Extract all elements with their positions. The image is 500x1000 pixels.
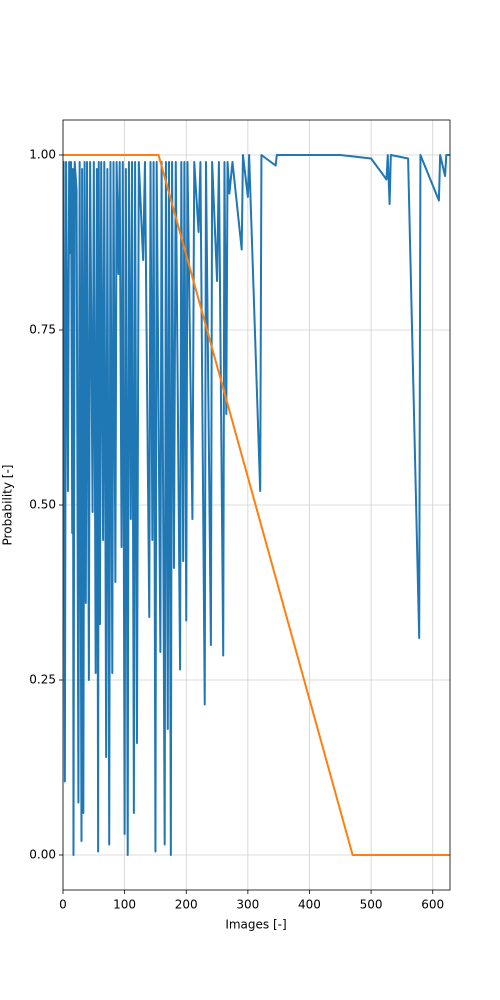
x-tick-label: 200 <box>175 898 198 912</box>
line-series <box>63 154 450 856</box>
line-series <box>63 154 450 856</box>
x-tick-label: 100 <box>113 898 136 912</box>
x-tick-label: 400 <box>298 898 321 912</box>
y-axis-label: Probability [-] <box>1 465 15 546</box>
plot-area <box>63 154 450 856</box>
x-tick-label: 500 <box>360 898 383 912</box>
x-tick-label: 300 <box>236 898 259 912</box>
y-tick-label: 0.25 <box>29 673 56 687</box>
y-tick-label: 1.00 <box>29 148 56 162</box>
x-tick-label: 0 <box>59 898 67 912</box>
y-tick-label: 0.75 <box>29 323 56 337</box>
x-axis-label: Images [-] <box>225 918 286 932</box>
x-tick-label: 600 <box>421 898 444 912</box>
y-tick-label: 0.00 <box>29 848 56 862</box>
y-tick-label: 0.50 <box>29 498 56 512</box>
